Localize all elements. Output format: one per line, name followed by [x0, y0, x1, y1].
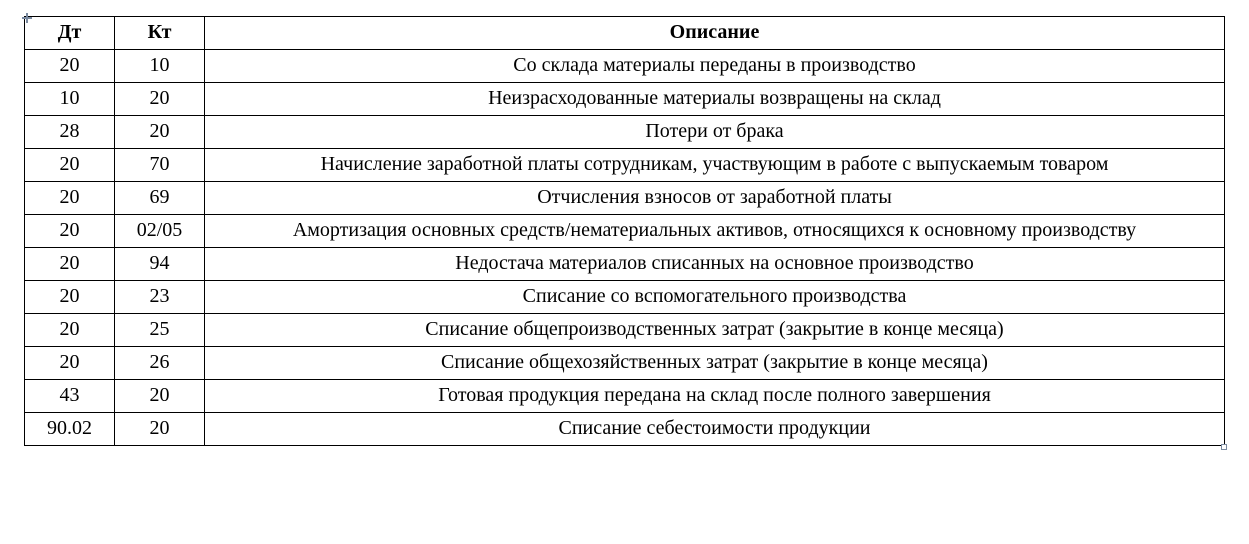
- document-area: Дт Кт Описание 20 10 Со склада материалы…: [16, 8, 1233, 454]
- table-row: 20 25 Списание общепроизводственных затр…: [25, 314, 1225, 347]
- cell-dt: 10: [25, 83, 115, 116]
- cell-dt: 20: [25, 50, 115, 83]
- cell-dt: 20: [25, 182, 115, 215]
- cell-dt: 90.02: [25, 413, 115, 446]
- table-row: 20 02/05 Амортизация основных средств/не…: [25, 215, 1225, 248]
- cell-kt: 69: [115, 182, 205, 215]
- cell-desc: Со склада материалы переданы в производс…: [205, 50, 1225, 83]
- cell-desc: Списание общехозяйственных затрат (закры…: [205, 347, 1225, 380]
- col-header-kt: Кт: [115, 17, 205, 50]
- cell-kt: 02/05: [115, 215, 205, 248]
- table-resize-handle-icon[interactable]: [1221, 444, 1227, 450]
- cell-kt: 20: [115, 380, 205, 413]
- table-row: 43 20 Готовая продукция передана на скла…: [25, 380, 1225, 413]
- cell-kt: 94: [115, 248, 205, 281]
- table-row: 28 20 Потери от брака: [25, 116, 1225, 149]
- cell-desc: Потери от брака: [205, 116, 1225, 149]
- cell-desc: Отчисления взносов от заработной платы: [205, 182, 1225, 215]
- table-row: 20 70 Начисление заработной платы сотруд…: [25, 149, 1225, 182]
- table-row: 10 20 Неизрасходованные материалы возвра…: [25, 83, 1225, 116]
- cell-desc: Начисление заработной платы сотрудникам,…: [205, 149, 1225, 182]
- table-row: 20 26 Списание общехозяйственных затрат …: [25, 347, 1225, 380]
- cell-kt: 10: [115, 50, 205, 83]
- cell-desc: Списание себестоимости продукции: [205, 413, 1225, 446]
- col-header-dt: Дт: [25, 17, 115, 50]
- table-row: 20 94 Недостача материалов списанных на …: [25, 248, 1225, 281]
- cell-kt: 70: [115, 149, 205, 182]
- cell-desc: Неизрасходованные материалы возвращены н…: [205, 83, 1225, 116]
- cell-desc: Недостача материалов списанных на основн…: [205, 248, 1225, 281]
- table-row: 20 10 Со склада материалы переданы в про…: [25, 50, 1225, 83]
- accounting-entries-table: Дт Кт Описание 20 10 Со склада материалы…: [24, 16, 1225, 446]
- cell-dt: 20: [25, 248, 115, 281]
- cell-dt: 20: [25, 347, 115, 380]
- cell-kt: 20: [115, 413, 205, 446]
- cell-kt: 20: [115, 83, 205, 116]
- table-header-row: Дт Кт Описание: [25, 17, 1225, 50]
- cell-desc: Готовая продукция передана на склад посл…: [205, 380, 1225, 413]
- cell-dt: 20: [25, 215, 115, 248]
- col-header-desc: Описание: [205, 17, 1225, 50]
- cell-dt: 28: [25, 116, 115, 149]
- cell-kt: 20: [115, 116, 205, 149]
- cell-kt: 26: [115, 347, 205, 380]
- table-row: 20 69 Отчисления взносов от заработной п…: [25, 182, 1225, 215]
- cell-kt: 25: [115, 314, 205, 347]
- table-row: 20 23 Списание со вспомогательного произ…: [25, 281, 1225, 314]
- cell-desc: Амортизация основных средств/нематериаль…: [205, 215, 1225, 248]
- cell-dt: 20: [25, 281, 115, 314]
- table-row: 90.02 20 Списание себестоимости продукци…: [25, 413, 1225, 446]
- cell-dt: 43: [25, 380, 115, 413]
- table-move-handle-icon[interactable]: [22, 13, 32, 23]
- cell-dt: 20: [25, 149, 115, 182]
- cell-desc: Списание общепроизводственных затрат (за…: [205, 314, 1225, 347]
- cell-kt: 23: [115, 281, 205, 314]
- cell-dt: 20: [25, 314, 115, 347]
- cell-desc: Списание со вспомогательного производств…: [205, 281, 1225, 314]
